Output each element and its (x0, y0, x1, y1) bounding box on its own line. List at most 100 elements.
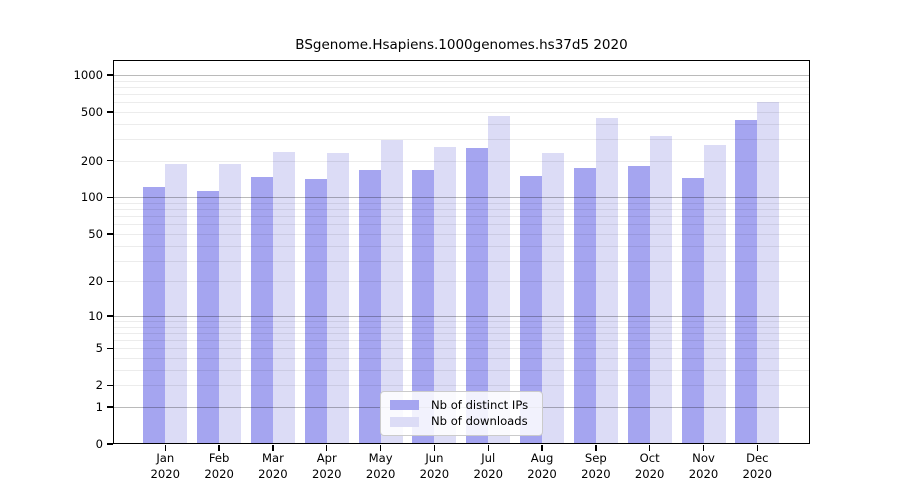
x-tick-month-jun: Jun (425, 451, 444, 465)
y-tick-label-1000: 1000 (73, 67, 103, 82)
x-tick-sep (595, 444, 597, 451)
legend: Nb of distinct IPs Nb of downloads (380, 391, 543, 436)
minor-gridline-70 (113, 216, 810, 218)
y-tick-label-0: 0 (95, 437, 103, 451)
x-tick-oct (648, 444, 651, 451)
y-tick-50 (107, 233, 113, 235)
bar-nb-of-distinct-ips-jan (143, 187, 166, 444)
y-tick-label-10: 10 (88, 308, 103, 323)
minor-gridline-6 (113, 340, 810, 342)
y-tick-label-50: 50 (88, 226, 103, 241)
x-tick-label-dec: Dec 2020 (729, 450, 785, 482)
minor-gridline-300 (113, 139, 810, 141)
bar-nb-of-distinct-ips-nov (681, 178, 704, 444)
minor-gridline-90 (113, 203, 810, 205)
y-tick-200 (107, 160, 113, 162)
bar-nb-of-downloads-jul (488, 115, 511, 444)
plot-area (113, 59, 810, 444)
bar-nb-of-distinct-ips-oct (627, 166, 650, 444)
y-tick-label-5: 5 (95, 341, 103, 356)
y-tick-0 (107, 443, 113, 445)
x-tick-jul (487, 444, 489, 451)
x-tick-year-jan: 2020 (150, 467, 181, 481)
minor-gridline-50 (113, 233, 810, 235)
x-tick-year-jul: 2020 (473, 467, 503, 481)
x-tick-month-jan: Jan (156, 451, 175, 465)
bar-nb-of-downloads-jan (165, 164, 188, 444)
y-tick-label-500: 500 (80, 104, 103, 119)
x-tick-year-jun: 2020 (419, 467, 450, 481)
minor-gridline-8 (113, 326, 810, 328)
x-tick-label-may: May 2020 (353, 450, 409, 482)
x-tick-aug (541, 444, 543, 451)
bar-nb-of-downloads-jun (434, 146, 457, 444)
y-tick-label-1: 1 (95, 399, 103, 414)
bar-nb-of-distinct-ips-aug (520, 176, 543, 444)
bar-nb-of-downloads-oct (649, 135, 672, 444)
bar-nb-of-downloads-dec (757, 101, 780, 444)
minor-gridline-40 (113, 245, 810, 247)
bar-nb-of-distinct-ips-jun (412, 169, 435, 444)
y-tick-20 (107, 280, 113, 283)
chart-title: BSgenome.Hsapiens.1000genomes.hs37d5 202… (295, 37, 628, 53)
minor-gridline-200 (113, 160, 810, 162)
y-tick-1 (107, 406, 113, 408)
y-tick-10 (107, 315, 113, 317)
bar-nb-of-distinct-ips-apr (304, 178, 327, 444)
bar-nb-of-downloads-may (380, 140, 403, 444)
x-tick-label-oct: Oct 2020 (622, 450, 678, 482)
major-gridline-100 (113, 197, 810, 199)
x-tick-month-dec: Dec (746, 451, 769, 465)
x-tick-jun (433, 444, 436, 451)
x-tick-year-sep: 2020 (581, 467, 611, 481)
x-tick-apr (326, 444, 328, 451)
minor-gridline-30 (113, 260, 810, 262)
x-tick-month-feb: Feb (208, 451, 230, 465)
minor-gridline-600 (113, 102, 810, 104)
x-tick-month-apr: Apr (316, 451, 337, 465)
y-tick-500 (107, 111, 113, 113)
bar-nb-of-distinct-ips-jul (466, 148, 489, 444)
x-tick-dec (756, 444, 758, 451)
x-tick-feb (218, 444, 220, 451)
x-tick-month-may: May (368, 451, 393, 465)
bar-nb-of-downloads-nov (703, 144, 726, 444)
minor-gridline-700 (113, 93, 810, 95)
x-tick-label-jul: Jul 2020 (460, 450, 516, 482)
x-tick-month-jul: Jul (481, 451, 496, 465)
minor-gridline-800 (113, 86, 810, 88)
bar-nb-of-downloads-sep (595, 117, 618, 444)
legend-row-distinct-ips: Nb of distinct IPs (390, 398, 534, 412)
minor-gridline-3 (113, 369, 810, 371)
bar-nb-of-distinct-ips-dec (735, 120, 758, 444)
x-tick-label-nov: Nov 2020 (676, 450, 732, 482)
minor-gridline-500 (113, 111, 810, 113)
x-tick-year-feb: 2020 (204, 467, 234, 481)
x-tick-label-jun: Jun 2020 (406, 450, 462, 482)
legend-row-downloads: Nb of downloads (390, 415, 534, 428)
x-tick-year-aug: 2020 (527, 467, 557, 481)
y-tick-label-20: 20 (88, 274, 103, 289)
x-tick-month-nov: Nov (692, 451, 715, 465)
legend-swatch-distinct-ips (390, 400, 419, 411)
y-tick-label-2: 2 (95, 378, 103, 393)
y-tick-1000 (107, 74, 113, 76)
x-tick-jan (164, 444, 166, 451)
minor-gridline-9 (113, 321, 810, 322)
minor-gridline-60 (113, 224, 810, 226)
x-tick-label-aug: Aug 2020 (514, 450, 570, 482)
x-tick-month-aug: Aug (530, 451, 554, 465)
x-tick-label-feb: Feb 2020 (191, 450, 247, 482)
y-tick-2 (107, 384, 113, 386)
x-tick-label-apr: Apr 2020 (299, 450, 355, 482)
x-tick-month-sep: Sep (584, 451, 607, 465)
major-gridline-10 (113, 315, 810, 317)
y-tick-label-200: 200 (80, 153, 103, 168)
legend-swatch-downloads (390, 416, 419, 427)
x-tick-year-apr: 2020 (311, 467, 342, 481)
x-tick-label-jan: Jan 2020 (137, 450, 193, 482)
x-tick-may (379, 444, 382, 451)
bar-nb-of-downloads-mar (272, 151, 295, 444)
x-tick-month-mar: Mar (262, 451, 284, 465)
